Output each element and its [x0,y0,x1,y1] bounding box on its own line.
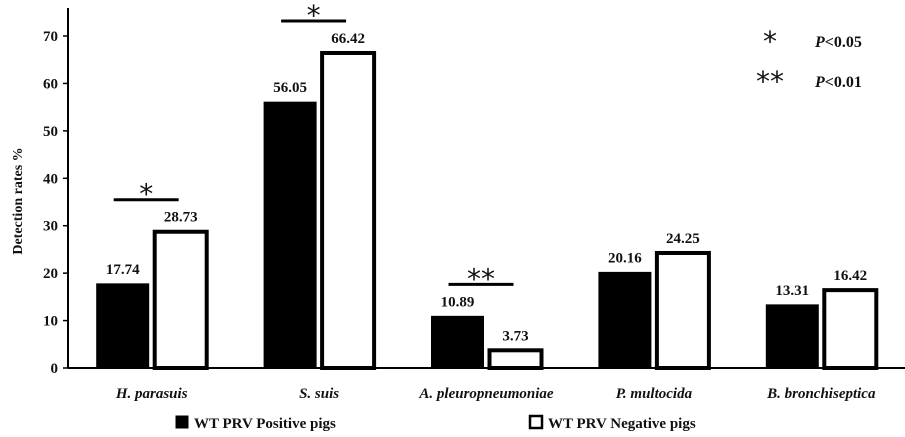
y-axis-title: Detection rates % [11,147,26,254]
data-label: 24.25 [666,231,700,247]
data-label: 10.89 [441,294,475,310]
bar-negative [822,288,879,370]
bars [96,50,879,370]
bar-positive [431,315,484,369]
legend-label: WT PRV Negative pigs [548,416,696,432]
bar-negative [320,50,377,370]
note-text: P<0.05 [814,34,862,51]
data-label: 13.31 [775,283,809,299]
legend: WT PRV Positive pigs WT PRV Negative pigs [175,414,696,432]
y-tick-label: 10 [43,314,58,330]
note-star: * [763,25,777,58]
note-text: P<0.01 [814,74,862,91]
significance-legend: * P<0.05 ** P<0.01 [756,25,862,98]
y-tick-label: 30 [43,219,58,235]
bar-positive [96,283,150,369]
category-label: A. pleuropneumoniae [418,386,554,402]
bar-positive [598,271,652,369]
significance-star: * [307,0,321,32]
significance-star: * [139,178,153,211]
significance-markers: **** [113,0,514,295]
data-labels: 17.74 28.73 56.05 66.42 10.89 3.73 20.16 24.25 1… [106,31,867,344]
y-tick-label: 0 [51,361,59,377]
legend-label: WT PRV Positive pigs [194,416,336,432]
bar-negative [487,348,544,370]
data-label: 56.05 [273,80,307,96]
category-labels: H. parasuis S. suis A. pleuropneumoniae P. … [115,386,876,402]
note-star: ** [756,65,784,98]
bar-negative [152,229,209,370]
category-label: H. parasuis [115,386,188,402]
category-label: B. bronchiseptica [766,386,876,402]
bar-negative [654,250,711,370]
y-tick-label: 40 [43,171,58,187]
data-label: 3.73 [502,328,528,344]
data-label: 20.16 [608,250,642,266]
data-label: 66.42 [331,31,365,47]
data-label: 16.42 [833,268,867,284]
data-label: 17.74 [106,262,140,278]
y-tick-label: 20 [43,266,58,282]
y-tick-label: 50 [43,124,58,140]
legend-swatch [175,415,189,429]
category-label: S. suis [299,386,339,402]
y-tick-label: 70 [43,29,58,45]
bar-positive [263,101,317,369]
data-label: 28.73 [164,210,198,226]
significance-star: ** [467,262,495,295]
legend-swatch [528,414,544,430]
y-tick-label: 60 [43,76,58,92]
category-label: P. multocida [616,386,693,402]
bar-positive [765,304,819,369]
